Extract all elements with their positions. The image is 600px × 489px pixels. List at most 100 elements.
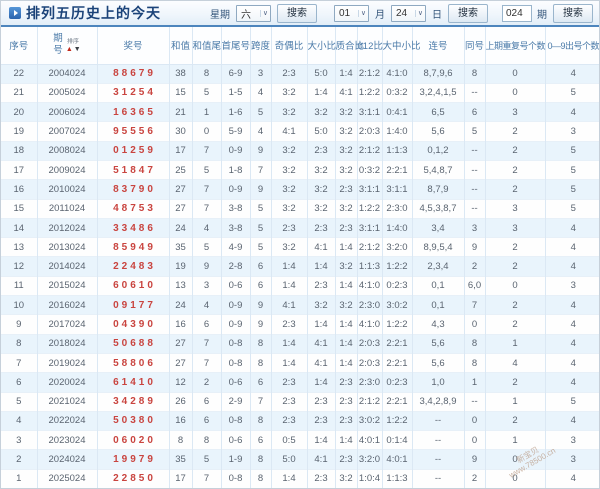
table-header: 序号 期 号 排序 ▲ ▼ [1,27,599,65]
cell-prime-composite-ratio: 1:4 [334,237,357,257]
cell-sum-tail: 5 [191,449,221,470]
cell-same-number: -- [463,391,485,412]
col-012-ratio: 012比 [356,27,383,65]
cell-big-mid-small-ratio: 2:2:1 [381,333,412,354]
cell-first-last: 0-9 [220,314,250,335]
cell-sum: 17 [168,468,192,488]
cell-span: 5 [249,102,271,122]
cell-digit-count: 4 [544,410,599,431]
cell-big-small-ratio: 3:2 [306,159,335,180]
table-row: 14 2012024 33486 24 4 3-8 5 2:3 2:3 2:3 … [1,217,599,238]
cell-winning-number: 33486 [96,217,169,238]
cell-consecutive: 5,6 [411,333,464,354]
cell-sum: 24 [168,217,192,238]
cell-sum: 19 [168,256,192,277]
cell-big-small-ratio: 2:3 [306,140,335,161]
cell-prime-composite-ratio: 2:3 [334,449,357,470]
cell-prev-repeat-count: 4 [484,352,545,373]
cell-prev-repeat-count: 0 [484,449,545,470]
cell-issue: 2015024 [36,275,97,296]
cell-span: 6 [249,372,271,393]
cell-sum-tail: 6 [191,410,221,431]
cell-first-last: 0-8 [220,352,250,373]
cell-first-last: 2-8 [220,256,250,277]
cell-sum-tail: 5 [191,159,221,180]
col-big-mid-small-ratio: 大中小比 [381,27,421,65]
cell-span: 6 [249,256,271,277]
cell-winning-number: 58806 [96,352,169,373]
cell-winning-number: 09177 [96,295,169,315]
cell-prime-composite-ratio: 4:1 [334,82,357,103]
cell-seq: 12 [1,256,37,277]
cell-odd-even-ratio: 3:2 [270,179,307,200]
cell-same-number: -- [463,140,485,161]
cell-big-small-ratio: 4:1 [306,333,335,354]
table-row: 22 2004024 88679 38 8 6-9 3 2:3 5:0 1:4 … [1,63,599,84]
cell-same-number: 5 [463,121,485,142]
cell-winning-number: 19979 [96,449,169,470]
cell-prev-repeat-count: 2 [484,314,545,335]
cell-issue: 2020024 [36,372,97,393]
col-winning-number: 奖号 [96,27,169,65]
sort-descending-icon[interactable]: ▼ [73,45,81,53]
cell-digit-count: 4 [544,295,599,315]
cell-consecutive: 0,1 [411,295,464,315]
cell-big-mid-small-ratio: 1:4:0 [381,217,412,238]
cell-winning-number: 31254 [96,82,169,103]
cell-span: 3 [249,63,271,84]
cell-prime-composite-ratio: 2:3 [334,179,357,200]
cell-sum-tail: 2 [191,372,221,393]
cell-prime-composite-ratio: 1:4 [334,430,357,450]
cell-big-mid-small-ratio: 0:3:2 [381,82,412,103]
col-odd-even-ratio: 奇偶比 [270,27,307,65]
cell-big-small-ratio: 2:3 [306,410,335,431]
cell-same-number: 8 [463,63,485,84]
cell-012-ratio: 3:1:1 [356,102,382,122]
weekday-select[interactable]: 六 ∨ [236,4,271,22]
cell-first-last: 2-9 [220,391,250,412]
cell-012-ratio: 3:1:1 [356,217,382,238]
weekday-search-button[interactable]: 搜索 [277,3,317,23]
cell-digit-count: 3 [544,121,599,142]
cell-digit-count: 4 [544,256,599,277]
cell-seq: 17 [1,159,37,180]
cell-012-ratio: 2:0:3 [356,352,382,373]
cell-sum: 12 [168,372,192,393]
cell-sum: 30 [168,121,192,142]
cell-digit-count: 4 [544,237,599,257]
title-group: 排列五历史上的今天 [9,3,161,23]
cell-big-mid-small-ratio: 1:2:2 [381,256,412,277]
cell-seq: 5 [1,391,37,412]
cell-consecutive: 4,5,3,8,7 [411,198,464,219]
cell-span: 5 [249,217,271,238]
cell-consecutive: -- [411,449,464,470]
issue-input[interactable] [502,4,532,22]
month-select[interactable]: 01 ∨ [334,4,369,22]
cell-big-small-ratio: 1:4 [306,430,335,450]
cell-prev-repeat-count: 2 [484,179,545,200]
cell-odd-even-ratio: 0:5 [270,430,307,450]
cell-issue: 2006024 [36,102,97,122]
day-select[interactable]: 24 ∨ [391,4,426,22]
cell-odd-even-ratio: 1:4 [270,468,307,488]
cell-seq: 13 [1,237,37,257]
cell-odd-even-ratio: 2:3 [270,391,307,412]
cell-012-ratio: 2:0:3 [356,121,382,142]
cell-span: 5 [249,198,271,219]
sort-ascending-icon[interactable]: ▲ [65,45,73,53]
cell-digit-count: 5 [544,140,599,161]
cell-sum-tail: 7 [191,333,221,354]
col-seq: 序号 [1,27,37,65]
cell-sum: 15 [168,82,192,103]
cell-span: 9 [249,140,271,161]
cell-prime-composite-ratio: 2:3 [334,391,357,412]
issue-search-button[interactable]: 搜索 [553,3,593,23]
cell-issue: 2005024 [36,82,97,103]
cell-prev-repeat-count: 0 [484,82,545,103]
chevron-down-icon: ∨ [357,9,366,17]
cell-big-mid-small-ratio: 1:4:0 [381,121,412,142]
table-row: 16 2010024 83790 27 7 0-9 9 3:2 3:2 2:3 … [1,179,599,200]
cell-prev-repeat-count: 1 [484,430,545,450]
date-search-button[interactable]: 搜索 [448,3,488,23]
cell-seq: 4 [1,410,37,431]
